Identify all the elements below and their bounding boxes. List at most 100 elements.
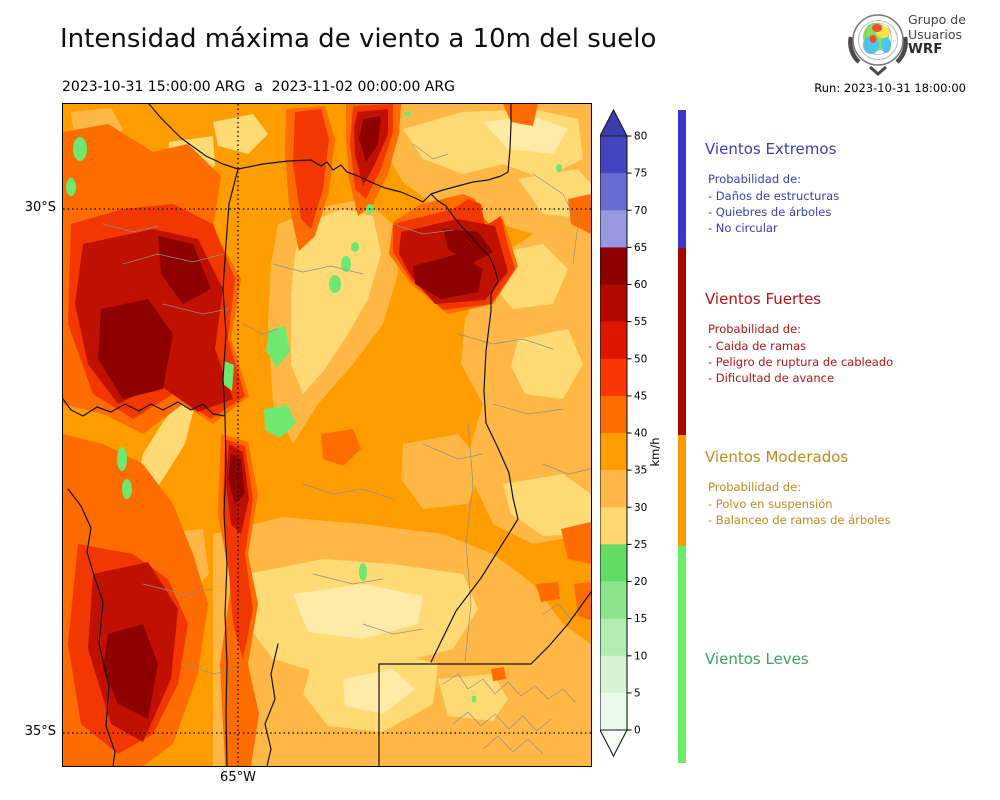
wind-region [443, 229, 493, 264]
legend-item: - Dificultad de avance [708, 371, 835, 385]
wind-regions-palest [293, 116, 568, 714]
wind-region [98, 299, 173, 399]
wind-region [405, 111, 411, 117]
wrf-logo: Grupo de Usuarios WRF [846, 6, 996, 76]
model-run-label: Run: 2023-10-31 18:00:00 [814, 81, 966, 95]
logo-wreath [848, 36, 908, 64]
colorbar-tick-label: 75 [634, 168, 647, 180]
colorbar-band [600, 173, 627, 211]
colorbar-tick-label: 10 [634, 650, 647, 662]
wind-region [511, 329, 583, 399]
lat-label-30s: 30°S [24, 200, 56, 215]
colorbar-tick-label: 40 [634, 428, 647, 440]
legend-item: - Caida de ramas [708, 339, 807, 353]
department-borders [102, 143, 591, 755]
legend-probability-label: Probabilidad de: [708, 322, 802, 336]
lat-label-35s: 35°S [24, 724, 56, 739]
wind-region [401, 434, 483, 509]
wind-region [413, 254, 483, 299]
colorbar-band [600, 618, 627, 656]
legend-item: - Peligro de ruptura de cableado [708, 355, 894, 369]
wind-region [291, 209, 381, 394]
colorbar-tick-label: 0 [634, 725, 641, 737]
wind-region [483, 116, 568, 154]
colorbar-band [600, 395, 627, 434]
wind-region [561, 522, 591, 564]
legend-item: - Balanceo de ramas de árboles [708, 513, 891, 527]
colorbar-band [600, 581, 627, 619]
wind-region [503, 474, 591, 536]
legend-title-extremos: Vientos Extremos [705, 140, 837, 158]
wind-region [228, 454, 245, 504]
legend-item: - Daños de estructuras [708, 189, 840, 203]
colorbar-tick-label: 25 [634, 539, 647, 551]
wind-map [62, 103, 592, 767]
colorbar-tick-label: 5 [634, 687, 641, 699]
legend-item: - No circular [708, 221, 778, 235]
legend-title-moderados: Vientos Moderados [705, 448, 849, 466]
valid-period-label: 2023-10-31 15:00:00 ARG a 2023-11-02 00:… [62, 79, 455, 95]
wind-region [264, 405, 296, 438]
wind-region [556, 164, 562, 172]
wind-region [471, 695, 477, 703]
colorbar-band [600, 507, 627, 545]
colorbar-tick-label: 65 [634, 242, 647, 254]
colorbar-band [600, 470, 627, 508]
logo-text-line3: WRF [908, 41, 943, 57]
colorbar-band [600, 544, 627, 582]
legend-body-extremos: Probabilidad de: - Daños de estructuras … [708, 171, 839, 236]
province-borders [63, 104, 591, 766]
colorbar-band [600, 321, 627, 359]
legend-body-fuertes: Probabilidad de: - Caida de ramas - Peli… [708, 321, 893, 386]
legend-title-leves: Vientos Leves [705, 650, 809, 668]
colorbar-bands [600, 136, 627, 731]
logo-globe-icon [848, 14, 908, 76]
wind-map-canvas [63, 104, 591, 766]
colorbar-over-arrow [600, 110, 627, 136]
colorbar-band [600, 247, 627, 285]
lon-label-65w: 65°W [220, 770, 256, 785]
wind-region [359, 563, 367, 581]
wind-region [536, 582, 560, 602]
wind-region [568, 194, 591, 234]
colorbar-tick-label: 15 [634, 613, 647, 625]
colorbar-tick-label: 45 [634, 390, 647, 402]
colorbar: 80 75 70 65 60 55 50 45 40 35 30 25 20 1… [599, 106, 680, 768]
wind-region [73, 137, 87, 161]
category-bar-leves [678, 546, 686, 763]
legend-body-moderados: Probabilidad de: - Polvo en suspensión -… [708, 479, 890, 528]
colorbar-tick-label: 55 [634, 316, 647, 328]
colorbar-tick-label: 60 [634, 279, 647, 291]
colorbar-tick-label: 70 [634, 205, 647, 217]
wind-region [329, 275, 341, 293]
colorbar-tick-labels: 80 75 70 65 60 55 50 45 40 35 30 25 20 1… [634, 131, 647, 737]
colorbar-band [600, 358, 627, 397]
colorbar-band [600, 433, 627, 471]
wind-regions-extreme-cores [98, 116, 493, 719]
legend-title-fuertes: Vientos Fuertes [705, 290, 822, 308]
wind-region [351, 242, 359, 252]
wind-region [266, 326, 290, 367]
wind-region [341, 256, 351, 272]
wind-region [103, 624, 158, 719]
wind-region [293, 109, 329, 229]
legend-probability-label: Probabilidad de: [708, 480, 802, 494]
category-bar-fuertes [678, 248, 686, 435]
wind-region [213, 114, 268, 154]
wind-region [117, 447, 127, 471]
wind-region [321, 429, 361, 466]
colorbar-band [600, 136, 627, 174]
colorbar-band [600, 692, 627, 731]
logo-radar-map [863, 22, 892, 55]
logo-text-line2: Usuarios [908, 27, 963, 42]
colorbar-tick-marks [627, 135, 632, 731]
category-bar-extremos [678, 110, 686, 248]
legend-item: - Quiebres de árboles [708, 205, 832, 219]
colorbar-band [600, 210, 627, 248]
colorbar-unit-label: km/h [648, 437, 662, 466]
wind-region [122, 479, 132, 499]
page-title: Intensidad máxima de viento a 10m del su… [60, 24, 657, 54]
logo-text-line1: Grupo de [908, 12, 966, 27]
wind-region [491, 667, 506, 681]
